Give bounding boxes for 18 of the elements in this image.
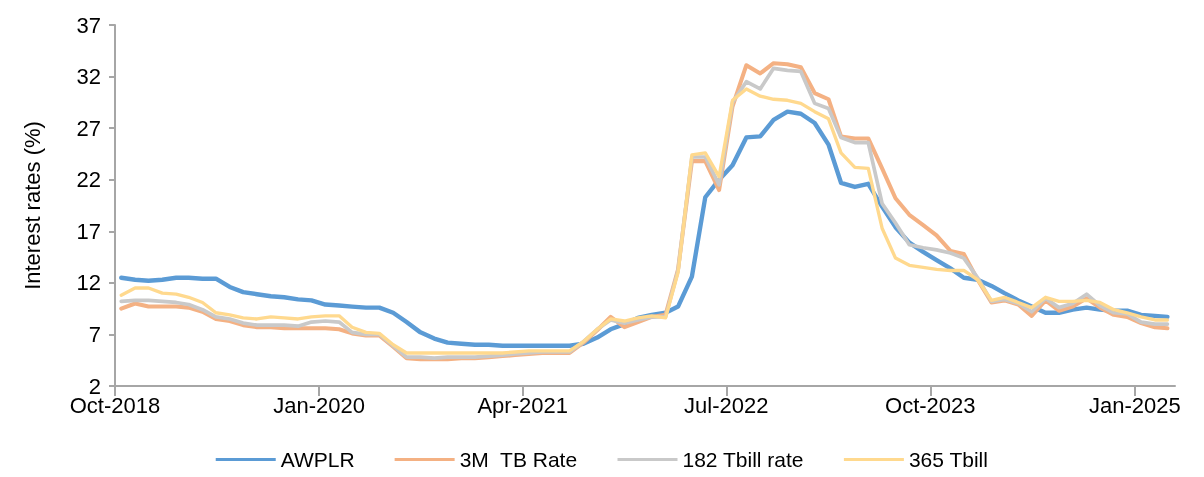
x-tick-label: Oct-2023	[885, 392, 976, 418]
x-tick-label: Jan-2020	[273, 392, 365, 418]
x-tick-label: Jul-2022	[684, 392, 769, 418]
legend-label: AWPLR	[280, 448, 355, 471]
legend-label: 182 Tbill rate	[682, 448, 804, 471]
y-tick-label: 32	[76, 64, 101, 90]
y-tick-label: 27	[76, 115, 101, 141]
x-tick-label: Jan-2025	[1088, 392, 1181, 418]
x-tick-label: Apr-2021	[477, 392, 568, 418]
y-tick-label: 2	[88, 373, 101, 399]
y-axis-title: Interest rates (%)	[19, 121, 45, 290]
y-tick-label: 12	[76, 270, 101, 296]
legend-label: 3M TB Rate	[459, 448, 578, 471]
y-tick-label: 37	[76, 12, 101, 38]
y-tick-label: 22	[76, 167, 101, 193]
legend-label: 365 Tbill	[908, 448, 988, 471]
y-tick-label: 17	[76, 218, 101, 244]
y-tick-label: 7	[88, 321, 101, 347]
